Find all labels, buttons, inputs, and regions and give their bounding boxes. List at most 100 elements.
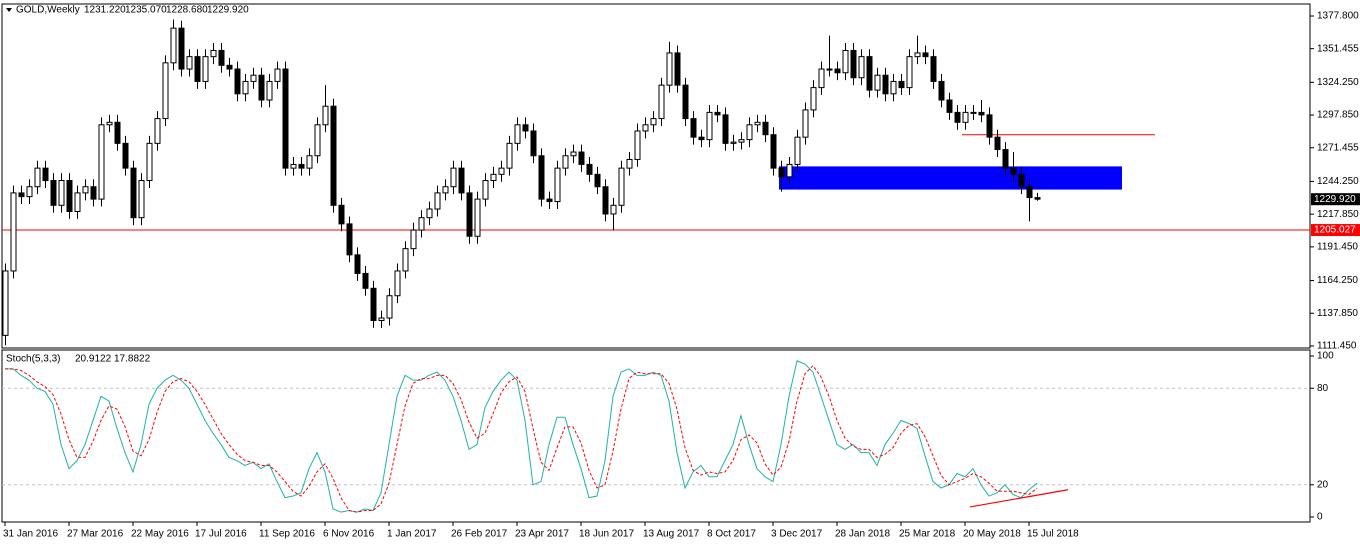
candle-body <box>114 121 121 144</box>
candle-body <box>274 68 281 82</box>
candle-body <box>970 111 977 114</box>
candle-body <box>258 74 265 101</box>
candle-body <box>714 111 721 116</box>
candle-body <box>298 163 305 169</box>
x-tick-label: 23 Apr 2017 <box>515 529 569 540</box>
candle-body <box>1018 173 1025 188</box>
candle-body <box>786 163 793 178</box>
x-tick-label: 25 Mar 2018 <box>899 529 956 540</box>
candle-body <box>666 52 673 86</box>
candle-body <box>34 167 41 188</box>
candle-body <box>506 142 513 169</box>
candle-body <box>618 167 625 206</box>
x-tick-label: 31 Jan 2016 <box>3 529 58 540</box>
x-tick-label: 15 Jul 2018 <box>1027 529 1079 540</box>
y-tick-label: 20 <box>1317 479 1329 490</box>
y-tick-label: 1377.800 <box>1317 11 1359 22</box>
candle-body <box>498 167 505 175</box>
candle-body <box>882 74 889 95</box>
hline-price-box <box>1311 224 1360 237</box>
candle-body <box>490 173 497 182</box>
candle-body <box>266 80 273 101</box>
candle-body <box>730 141 737 144</box>
zone-rectangle <box>779 166 1122 190</box>
candle-body <box>682 84 689 120</box>
candle-body <box>1026 186 1033 199</box>
candle-body <box>482 180 489 200</box>
candle-body <box>994 136 1001 151</box>
candle-body <box>330 105 337 206</box>
x-tick-label: 13 Aug 2017 <box>643 529 700 540</box>
y-tick-label: 0 <box>1317 512 1323 523</box>
candle-body <box>346 223 353 256</box>
candle-body <box>594 173 601 188</box>
candle-body <box>146 142 153 182</box>
candle-body <box>458 167 465 194</box>
x-tick-label: 28 Jan 2018 <box>835 529 890 540</box>
symbol-title: GOLD,Weekly <box>16 5 80 16</box>
candle-body <box>282 68 289 169</box>
candle-body <box>650 118 657 126</box>
candle-body <box>946 99 953 113</box>
x-tick-label: 1 Jan 2017 <box>387 529 437 540</box>
candle-body <box>1002 149 1009 169</box>
candle-body <box>674 52 681 86</box>
candle-body <box>738 139 745 143</box>
candle-body <box>226 64 233 70</box>
candle-body <box>978 111 985 116</box>
candle-body <box>778 167 785 178</box>
candle-body <box>10 192 17 272</box>
candle-body <box>898 80 905 89</box>
candle-body <box>202 56 209 82</box>
candle-body <box>314 124 321 157</box>
candle-body <box>178 27 185 70</box>
candle-body <box>442 186 449 194</box>
stoch-k-value: 20.9122 <box>75 354 112 365</box>
y-tick-label: 1351.455 <box>1317 43 1359 54</box>
candle-body <box>522 124 529 132</box>
y-tick-label: 1244.250 <box>1317 176 1359 187</box>
candle-body <box>74 192 81 212</box>
ohlc-open: 1231.220 <box>84 5 126 16</box>
candle-body <box>706 111 713 141</box>
y-tick-label: 1191.450 <box>1317 241 1358 252</box>
candle-body <box>474 198 481 237</box>
candle-body <box>794 136 801 165</box>
y-tick-label: 1111.450 <box>1317 341 1357 352</box>
candle-body <box>50 180 57 206</box>
candle-body <box>130 167 137 219</box>
candle-body <box>874 74 881 91</box>
y-tick-label: 1217.850 <box>1317 209 1359 220</box>
candle-body <box>922 52 929 58</box>
candle-body <box>834 68 841 74</box>
candle-body <box>586 163 593 175</box>
x-tick-label: 22 May 2016 <box>131 529 189 540</box>
y-tick-label: 1271.455 <box>1317 142 1359 153</box>
x-tick-label: 20 May 2018 <box>963 529 1021 540</box>
x-tick-label: 18 Jun 2017 <box>579 529 634 540</box>
candle-body <box>426 208 433 219</box>
menu-arrow <box>6 8 12 12</box>
candle-body <box>218 49 225 66</box>
candle-body <box>914 52 921 58</box>
candle-body <box>58 180 65 206</box>
candle-body <box>338 204 345 225</box>
candle-body <box>394 270 401 297</box>
candle-body <box>306 155 313 169</box>
x-tick-label: 26 Feb 2017 <box>451 529 508 540</box>
ohlc-close: 1229.920 <box>207 5 249 16</box>
candle-body <box>962 111 969 123</box>
candle-body <box>210 49 217 58</box>
candle-body <box>98 124 105 200</box>
price-panel <box>1 3 1311 349</box>
candle-body <box>890 80 897 95</box>
stoch-panel <box>1 349 1311 523</box>
candle-body <box>634 130 641 160</box>
candle-body <box>354 254 361 274</box>
candle-body <box>362 272 369 289</box>
ohlc-low: 1228.680 <box>166 5 208 16</box>
candle-body <box>1010 167 1017 175</box>
candle-body <box>602 186 609 215</box>
candle-body <box>746 124 753 141</box>
candle-body <box>26 186 33 198</box>
